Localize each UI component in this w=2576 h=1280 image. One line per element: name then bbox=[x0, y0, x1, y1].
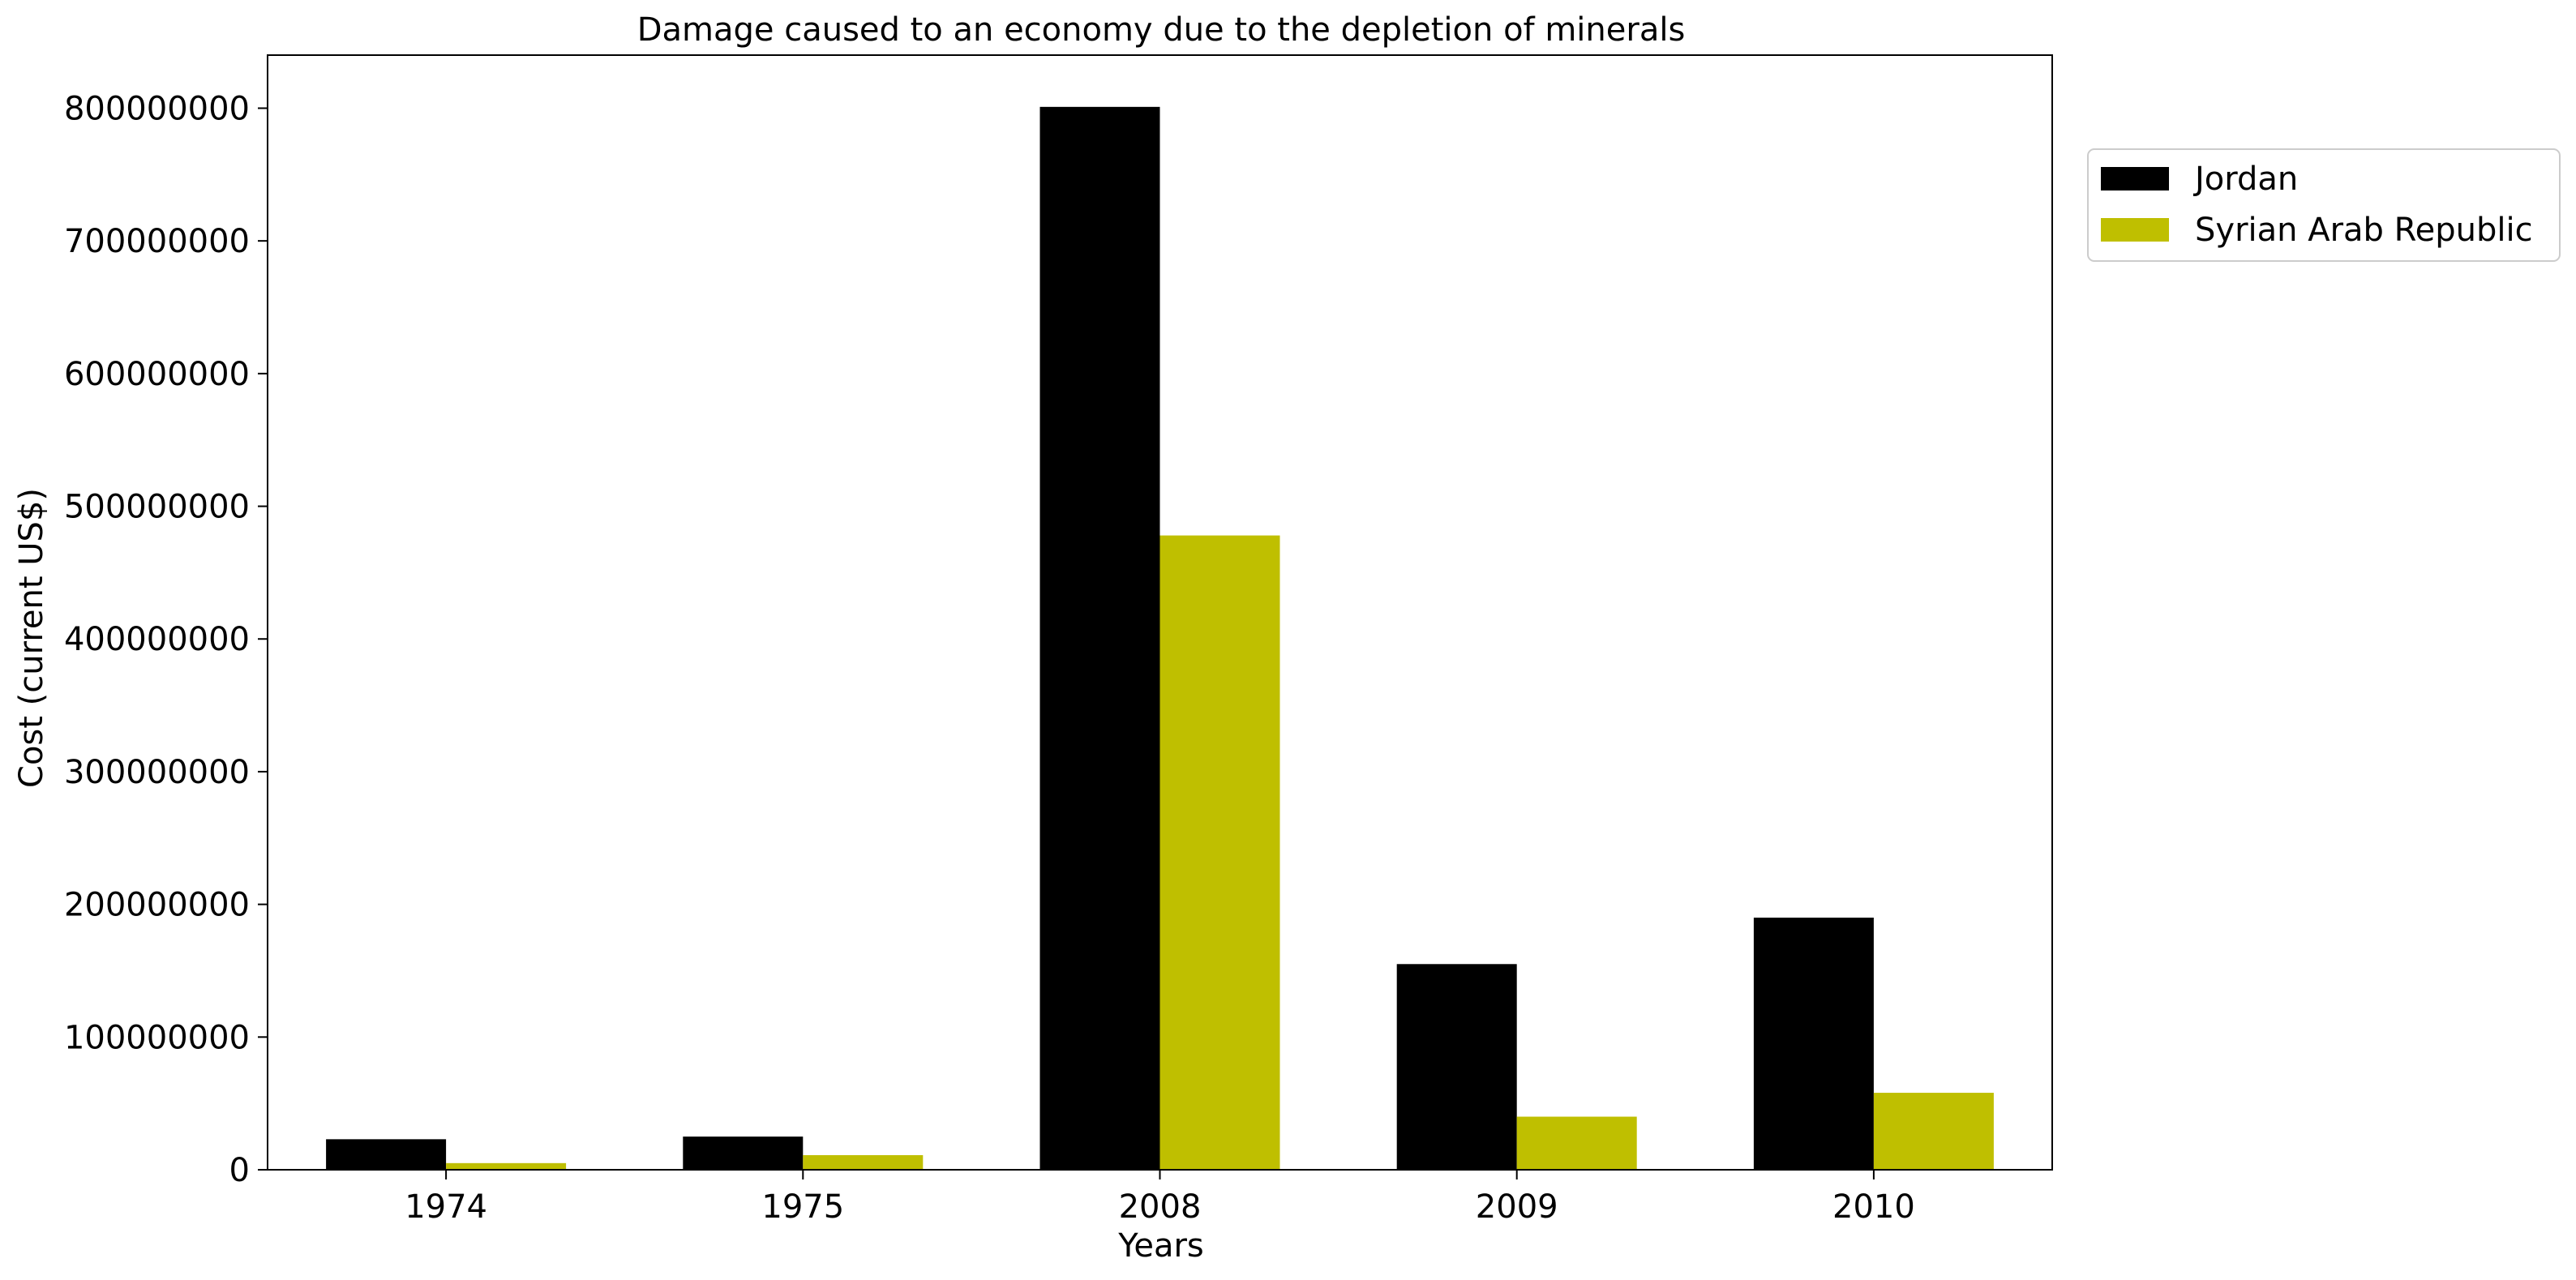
bar-syrian-arab-republic-2008 bbox=[1159, 535, 1280, 1170]
x-tick-label: 1974 bbox=[405, 1188, 487, 1226]
bar-jordan-2010 bbox=[1753, 917, 1874, 1170]
x-axis: 1974 1975 2008 2009 2010 bbox=[405, 1170, 1915, 1226]
y-axis: 0 100000000 200000000 300000000 400000000 500… bbox=[64, 90, 268, 1189]
bar-jordan-2009 bbox=[1396, 964, 1517, 1170]
bar-jordan-1974 bbox=[326, 1139, 447, 1170]
chart-title: Damage caused to an economy due to the d… bbox=[637, 11, 1686, 49]
y-tick-label: 600000000 bbox=[64, 356, 250, 393]
plot-area bbox=[326, 106, 1994, 1171]
legend-swatch-jordan bbox=[2101, 167, 2169, 191]
bar-syrian-arab-republic-1975 bbox=[803, 1154, 924, 1170]
y-tick-label: 400000000 bbox=[64, 621, 250, 658]
y-tick-label: 500000000 bbox=[64, 489, 250, 526]
legend-box bbox=[2087, 148, 2561, 262]
bar-jordan-2008 bbox=[1039, 106, 1160, 1171]
y-tick-label: 200000000 bbox=[64, 887, 250, 924]
bar-jordan-1975 bbox=[683, 1137, 804, 1170]
legend-swatch-syrian-arab-republic bbox=[2101, 218, 2169, 242]
y-tick-label: 100000000 bbox=[64, 1019, 250, 1056]
y-tick-label: 700000000 bbox=[64, 223, 250, 260]
legend-label-jordan: Jordan bbox=[2192, 161, 2298, 198]
y-tick-label: 0 bbox=[229, 1152, 250, 1189]
x-axis-label: Years bbox=[1117, 1227, 1204, 1265]
bar-syrian-arab-republic-2009 bbox=[1516, 1116, 1637, 1170]
x-tick-label: 1975 bbox=[761, 1188, 844, 1226]
y-tick-label: 300000000 bbox=[64, 754, 250, 791]
x-tick-label: 2008 bbox=[1119, 1188, 1202, 1226]
legend-label-syrian-arab-republic: Syrian Arab Republic bbox=[2195, 212, 2533, 249]
bar-syrian-arab-republic-2010 bbox=[1873, 1093, 1994, 1170]
y-tick-label: 800000000 bbox=[64, 90, 250, 127]
y-axis-label: Cost (current US$) bbox=[13, 488, 50, 788]
x-tick-label: 2009 bbox=[1476, 1188, 1558, 1226]
legend: Jordan Syrian Arab Republic bbox=[2087, 148, 2561, 262]
x-tick-label: 2010 bbox=[1832, 1188, 1915, 1226]
bar-syrian-arab-republic-1974 bbox=[446, 1162, 567, 1170]
